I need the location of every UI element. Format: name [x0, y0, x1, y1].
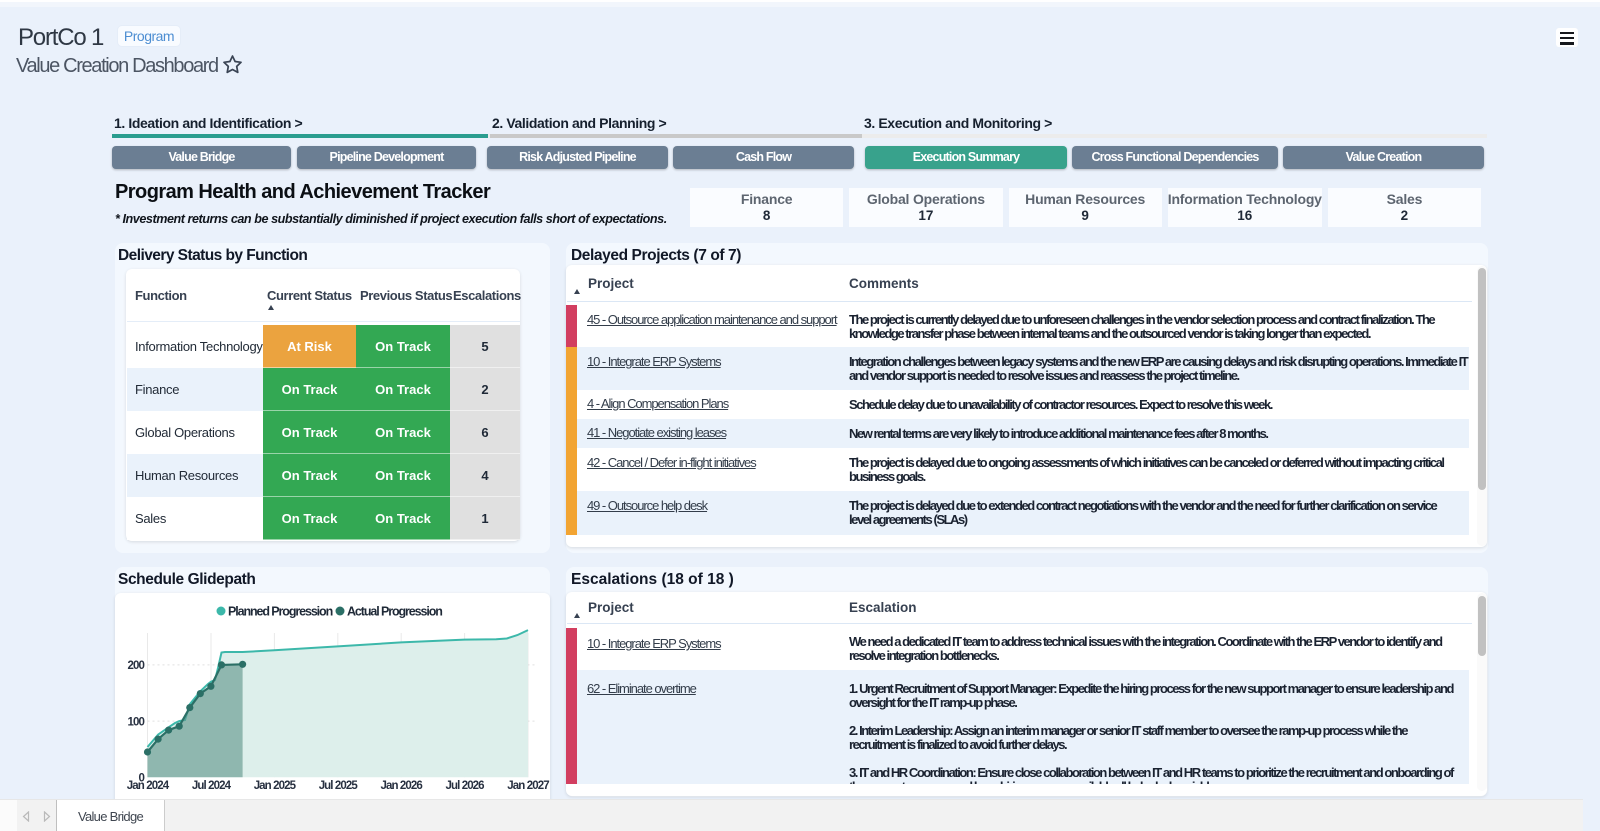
svg-text:Jan 2026: Jan 2026 — [380, 780, 422, 792]
svg-text:Jan 2025: Jan 2025 — [254, 780, 297, 792]
svg-text:200: 200 — [128, 660, 145, 672]
svg-text:0: 0 — [139, 773, 145, 785]
svg-text:100: 100 — [128, 716, 145, 728]
svg-text:Jul 2024: Jul 2024 — [192, 780, 232, 792]
svg-text:Jan 2024: Jan 2024 — [127, 780, 170, 792]
svg-text:Planned Progression: Planned Progression — [228, 605, 333, 619]
svg-text:Jul 2026: Jul 2026 — [445, 780, 484, 792]
svg-text:Jan 2027: Jan 2027 — [507, 780, 549, 792]
svg-text:Actual Progression: Actual Progression — [347, 605, 442, 619]
svg-text:Jul 2025: Jul 2025 — [319, 780, 359, 792]
